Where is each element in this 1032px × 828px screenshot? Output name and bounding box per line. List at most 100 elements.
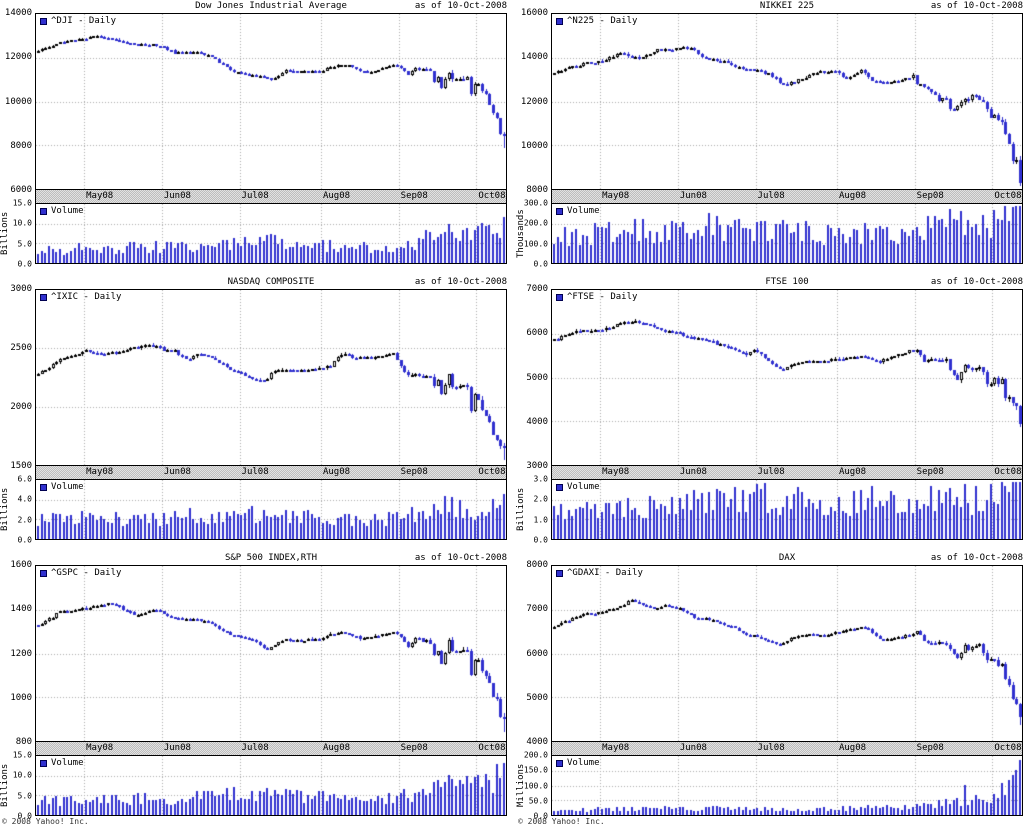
month-label: May08 <box>602 743 630 753</box>
month-axis: May08 Jun08 Jul08 Aug08 Sep08 Oct08 <box>551 190 1023 203</box>
price-canvas <box>552 290 1022 465</box>
volume-legend: Volume <box>40 207 84 216</box>
month-label: Sep08 <box>916 191 944 201</box>
volume-unit-label: Billions <box>0 211 10 256</box>
volume-unit-label: Billions <box>516 487 526 532</box>
volume-legend-label: Volume <box>51 482 84 492</box>
volume-canvas <box>36 480 506 539</box>
volume-tick-label: 0.0 <box>533 811 548 821</box>
price-tick-label: 10000 <box>4 96 32 107</box>
volume-chart-area: Volume <box>35 203 507 264</box>
price-tick-label: 4000 <box>526 737 548 747</box>
legend-label: ^DJI - Daily <box>51 16 117 26</box>
volume-unit-label: Thousands <box>516 209 526 258</box>
price-tick-label: 6000 <box>10 185 32 195</box>
month-label: Oct08 <box>994 743 1022 753</box>
month-label: Jul08 <box>757 743 785 753</box>
chart-asof: as of 10-Oct-2008 <box>930 277 1023 287</box>
legend-label: ^N225 - Daily <box>567 16 638 26</box>
volume-tick-label: 100.0 <box>523 239 548 249</box>
price-legend: ^DJI - Daily <box>40 17 116 26</box>
legend-swatch-icon <box>556 18 563 25</box>
legend-swatch-icon <box>40 294 47 301</box>
price-chart-area: ^GSPC - Daily <box>35 565 507 742</box>
price-tick-label: 3000 <box>10 284 32 294</box>
volume-axis-labels: 300.0 200.0 100.0 0.0 <box>516 199 549 269</box>
legend-swatch-icon <box>40 760 47 767</box>
legend-swatch-icon <box>556 484 563 491</box>
legend-swatch-icon <box>556 570 563 577</box>
price-tick-label: 8000 <box>526 185 548 195</box>
month-label: Aug08 <box>838 467 867 477</box>
month-label: Jun08 <box>163 743 191 753</box>
volume-tick-label: 200.0 <box>523 218 548 228</box>
price-tick-label: 10000 <box>520 140 548 151</box>
legend-swatch-icon <box>40 484 47 491</box>
month-axis: May08 Jun08 Jul08 Aug08 Sep08 Oct08 <box>35 466 507 479</box>
chart-title: NASDAQ COMPOSITE <box>227 277 315 287</box>
legend-swatch-icon <box>40 18 47 25</box>
volume-canvas <box>552 756 1022 815</box>
month-label: Aug08 <box>322 467 351 477</box>
month-label: Jun08 <box>679 743 707 753</box>
volume-canvas <box>36 756 506 815</box>
chart-asof: as of 10-Oct-2008 <box>414 277 507 287</box>
price-tick-label: 6000 <box>526 648 548 659</box>
chart-asof: as of 10-Oct-2008 <box>414 1 507 11</box>
volume-tick-label: 6.0 <box>17 474 32 484</box>
chart-panel-gdaxi: DAX as of 10-Oct-2008 8000 7000 6000 5000 40… <box>516 552 1032 828</box>
volume-tick-label: 0.0 <box>17 535 32 545</box>
chart-asof: as of 10-Oct-2008 <box>930 1 1023 11</box>
price-chart-area: ^GDAXI - Daily <box>551 565 1023 742</box>
chart-panel-ftse: FTSE 100 as of 10-Oct-2008 7000 6000 5000 4… <box>516 276 1032 552</box>
legend-swatch-icon <box>556 760 563 767</box>
volume-unit-label: Billions <box>0 487 10 532</box>
month-label: May08 <box>86 743 114 753</box>
volume-axis-labels: 15.0 10.0 5.0 0.0 <box>0 751 33 821</box>
month-label: Oct08 <box>478 191 506 201</box>
price-legend: ^FTSE - Daily <box>556 293 637 302</box>
month-label: Oct08 <box>478 743 506 753</box>
month-label: Jun08 <box>163 467 191 477</box>
price-tick-label: 5000 <box>526 692 548 703</box>
price-axis-labels: 16000 14000 12000 10000 8000 <box>516 8 549 195</box>
month-label: Jun08 <box>163 191 191 201</box>
month-label: Sep08 <box>400 191 428 201</box>
legend-swatch-icon <box>40 570 47 577</box>
volume-tick-label: 0.0 <box>17 811 32 821</box>
volume-axis-labels: 200.0 150.0 100.0 50.0 0.0 <box>516 751 549 821</box>
volume-legend: Volume <box>556 483 600 492</box>
month-axis: May08 Jun08 Jul08 Aug08 Sep08 Oct08 <box>551 742 1023 755</box>
volume-tick-label: 4.0 <box>17 494 32 504</box>
volume-legend-label: Volume <box>567 758 600 768</box>
chart-title: Dow Jones Industrial Average <box>195 1 347 11</box>
price-tick-label: 12000 <box>4 52 32 63</box>
month-label: Jul08 <box>757 467 785 477</box>
chart-panel-n225: NIKKEI 225 as of 10-Oct-2008 16000 14000 1… <box>516 0 1032 276</box>
month-label: May08 <box>602 191 630 201</box>
month-axis: May08 Jun08 Jul08 Aug08 Sep08 Oct08 <box>551 466 1023 479</box>
volume-tick-label: 10.0 <box>12 218 32 228</box>
chart-panel-dji: Dow Jones Industrial Average as of 10-Oc… <box>0 0 516 276</box>
volume-tick-label: 300.0 <box>523 198 548 208</box>
volume-tick-label: 10.0 <box>12 770 32 780</box>
legend-label: ^IXIC - Daily <box>51 292 122 302</box>
price-tick-label: 12000 <box>520 96 548 107</box>
price-canvas <box>36 566 506 741</box>
volume-legend-label: Volume <box>567 206 600 216</box>
legend-label: ^GSPC - Daily <box>51 568 122 578</box>
price-tick-label: 8000 <box>10 140 32 151</box>
price-legend: ^N225 - Daily <box>556 17 637 26</box>
volume-unit-label: Billions <box>0 763 10 808</box>
month-label: Oct08 <box>994 467 1022 477</box>
month-label: May08 <box>86 467 114 477</box>
month-label: Jun08 <box>679 467 707 477</box>
price-tick-label: 14000 <box>4 8 32 18</box>
volume-axis-labels: 15.0 10.0 5.0 0.0 <box>0 199 33 269</box>
price-tick-label: 800 <box>15 737 32 747</box>
chart-title: S&P 500 INDEX,RTH <box>224 553 318 563</box>
chart-titlebar: NIKKEI 225 as of 10-Oct-2008 <box>516 1 1032 13</box>
price-axis-labels: 7000 6000 5000 4000 3000 <box>516 284 549 471</box>
price-legend: ^GSPC - Daily <box>40 569 121 578</box>
volume-tick-label: 15.0 <box>12 750 32 760</box>
